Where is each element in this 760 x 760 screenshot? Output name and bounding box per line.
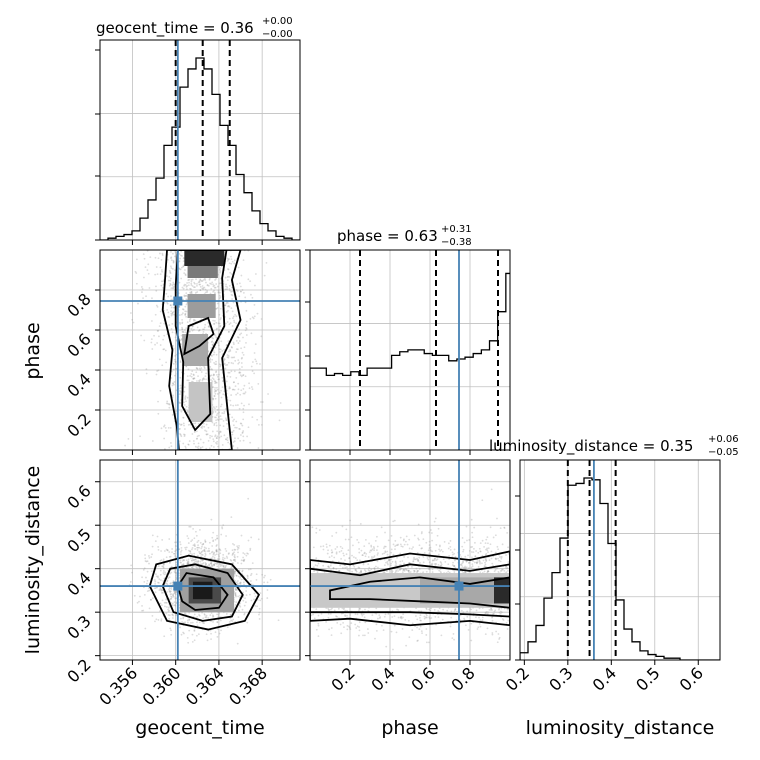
title-geocent-time-plus: +0.00	[262, 16, 293, 27]
ylabel-luminosity-distance: luminosity_distance	[22, 466, 44, 655]
panel-geocent-time-vs-phase: 0.2 0.4 0.6 0.8	[63, 249, 301, 455]
svg-text:geocent_time = 0.36: geocent_time = 0.36	[96, 19, 254, 38]
xlabel-geocent-time: geocent_time	[135, 717, 264, 739]
xtick-label-3: 0.8	[447, 663, 478, 694]
contour-inner	[329, 576, 510, 609]
ytick-label-0: 0.2	[63, 655, 94, 686]
histogram-phase	[310, 272, 510, 450]
title-phase-plus: +0.31	[441, 224, 472, 235]
hist-luminosity-distance: 0.2 0.3 0.4 0.5 0.6	[502, 459, 721, 695]
xlabel-luminosity-distance: luminosity_distance	[526, 717, 715, 739]
title-geocent-time: geocent_time = 0.36 +0.00 −0.00	[96, 16, 293, 40]
panel-phase-vs-luminosity-distance-content	[310, 460, 510, 660]
panel-border	[309, 249, 511, 451]
truth-marker	[173, 296, 183, 306]
xtick-label-1: 0.360	[139, 663, 185, 709]
hist-luminosity-distance-content	[520, 460, 720, 660]
xtick-label-0: 0.2	[502, 663, 533, 694]
xtick-label-2: 0.6	[407, 663, 438, 694]
title-geocent-time-minus: −0.00	[262, 29, 293, 40]
hist-geocent-time-content	[100, 40, 300, 240]
panel-border	[99, 249, 301, 451]
contour-inner	[176, 572, 229, 611]
title-luminosity-distance-minus: −0.05	[708, 447, 739, 458]
ytick-label-0: 0.2	[63, 409, 94, 440]
xtick-label-3: 0.5	[632, 663, 663, 694]
panel-geocent-time-vs-phase-content	[100, 250, 300, 450]
truth-marker	[454, 581, 464, 591]
contour-outer	[161, 250, 242, 450]
ytick-label-2: 0.6	[63, 329, 94, 360]
contour-inner	[183, 316, 215, 356]
contour-mid	[174, 250, 228, 432]
xtick-label-1: 0.4	[367, 663, 398, 694]
xtick-label-3: 0.368	[225, 663, 271, 709]
svg-text:phase = 0.63: phase = 0.63	[337, 227, 438, 245]
truth-marker	[173, 581, 183, 591]
xtick-label-1: 0.3	[545, 663, 576, 694]
title-luminosity-distance-plus: +0.06	[708, 434, 739, 445]
histogram-luminosity_distance	[520, 477, 720, 660]
xlabel-phase: phase	[381, 717, 438, 739]
hist-phase-content	[310, 250, 510, 450]
title-phase-minus: −0.38	[441, 237, 472, 248]
panel-phase-vs-luminosity-distance: 0.2 0.4 0.6 0.8	[305, 459, 511, 695]
ytick-label-1: 0.3	[63, 612, 94, 643]
xtick-label-4: 0.6	[676, 663, 707, 694]
contour-outer	[310, 550, 510, 627]
contour-mid	[310, 563, 510, 618]
panel-border	[519, 459, 721, 661]
ytick-label-2: 0.4	[63, 568, 94, 599]
xtick-label-2: 0.364	[182, 663, 228, 709]
density	[182, 250, 225, 422]
panel-geocent-time-vs-luminosity-distance-content	[100, 460, 300, 660]
xtick-label-0: 0.356	[95, 663, 141, 709]
title-phase: phase = 0.63 +0.31 −0.38	[337, 224, 472, 248]
xtick-label-0: 0.2	[327, 663, 358, 694]
ytick-label-4: 0.6	[63, 481, 94, 512]
ylabel-phase: phase	[22, 322, 44, 379]
svg-text:luminosity_distance = 0.35: luminosity_distance = 0.35	[489, 437, 693, 456]
contour-outer	[148, 554, 261, 631]
hist-phase	[305, 249, 511, 455]
ytick-label-3: 0.5	[63, 525, 94, 556]
xtick-label-2: 0.4	[589, 663, 620, 694]
histogram-geocent_time	[100, 57, 300, 240]
panel-border	[99, 39, 301, 241]
ytick-label-1: 0.4	[63, 369, 94, 400]
panel-border	[99, 459, 301, 661]
title-luminosity-distance: luminosity_distance = 0.35 +0.06 −0.05	[489, 434, 739, 458]
ytick-label-3: 0.8	[63, 289, 94, 320]
hist-geocent-time	[95, 39, 301, 245]
panel-border	[309, 459, 511, 661]
